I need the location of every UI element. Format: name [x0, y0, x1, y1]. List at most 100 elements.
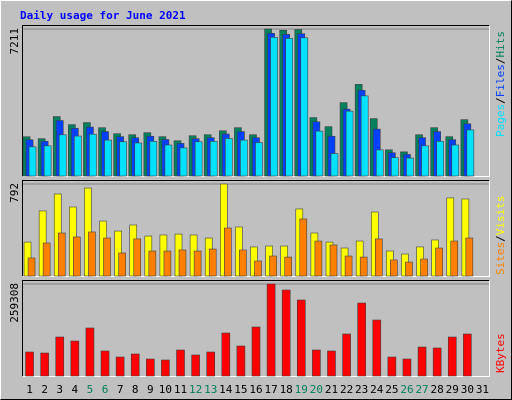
bar — [179, 147, 188, 177]
bar — [28, 146, 37, 177]
bar — [119, 141, 127, 177]
bar — [40, 352, 49, 377]
bar — [240, 139, 248, 177]
bar — [130, 353, 140, 377]
x-tick-label: 27 — [415, 383, 428, 396]
bar — [74, 135, 82, 177]
plot-edge-light — [22, 180, 490, 277]
bar — [191, 354, 200, 377]
x-tick-label: 23 — [355, 383, 368, 396]
bar — [176, 349, 185, 377]
x-tick-label: 21 — [325, 383, 338, 396]
bar — [372, 319, 382, 377]
bar — [225, 138, 233, 177]
legend-entry: Sites — [494, 242, 507, 275]
legend-entry: Visits — [494, 196, 507, 236]
bar — [148, 250, 157, 277]
x-tick-label: 4 — [72, 383, 79, 396]
bar — [461, 198, 470, 277]
bar — [330, 153, 339, 177]
legend-entry: Hits — [494, 31, 507, 58]
bar — [254, 260, 262, 277]
y-tick-label: 7211 — [8, 28, 21, 55]
bar — [251, 326, 261, 377]
bar — [25, 351, 34, 377]
bar — [89, 133, 97, 177]
bar — [327, 350, 336, 377]
bar — [149, 141, 158, 177]
bar — [27, 257, 36, 277]
bar — [435, 247, 443, 277]
legend-separator: / — [494, 58, 507, 65]
bar — [70, 340, 80, 377]
bar — [58, 134, 67, 177]
bar — [161, 359, 170, 377]
bar — [421, 145, 429, 177]
x-tick-label: 26 — [400, 383, 413, 396]
bar — [300, 37, 309, 177]
legend-separator: / — [494, 235, 507, 242]
bar — [193, 250, 202, 277]
x-tick-label: 9 — [147, 383, 154, 396]
x-tick-label: 12 — [189, 383, 202, 396]
x-tick-label: 31 — [476, 383, 489, 396]
bar — [221, 332, 231, 377]
bar — [164, 144, 173, 177]
x-tick-label: 2 — [41, 383, 48, 396]
bar — [417, 346, 427, 377]
bar — [391, 157, 399, 177]
bar — [104, 139, 112, 177]
bar — [450, 240, 459, 277]
bar — [224, 227, 232, 277]
bar — [88, 231, 96, 277]
y-tick-label: 792 — [8, 183, 21, 203]
bar — [134, 142, 143, 177]
bar — [281, 289, 291, 377]
x-tick-label: 5 — [87, 383, 94, 396]
x-tick-label: 17 — [264, 383, 277, 396]
bar — [357, 302, 366, 377]
bar — [266, 283, 276, 377]
bar — [43, 145, 52, 177]
plot-edge-dark — [22, 280, 490, 377]
bar — [270, 37, 278, 177]
x-tick-label: 24 — [370, 383, 384, 396]
bar — [103, 237, 111, 277]
bar — [387, 356, 397, 377]
bar — [178, 249, 187, 277]
x-tick-label: 11 — [174, 383, 187, 396]
bar — [73, 236, 81, 277]
legend-entry: Pages — [494, 104, 507, 137]
bar — [405, 261, 413, 277]
bar — [466, 129, 475, 177]
x-tick-label: 3 — [56, 383, 63, 396]
bar — [299, 218, 308, 277]
bar — [359, 256, 368, 277]
x-tick-label: 19 — [295, 383, 308, 396]
bar — [420, 258, 428, 277]
bar — [342, 333, 351, 377]
bar — [85, 327, 95, 377]
legend: Sites/Visits — [494, 196, 507, 276]
plot-edge-dark — [22, 25, 490, 177]
bar — [436, 141, 444, 177]
x-tick-label: 1 — [26, 383, 33, 396]
bar — [163, 250, 172, 277]
bar — [344, 255, 353, 277]
bar — [100, 350, 110, 377]
bar — [432, 347, 442, 377]
chart-title: Daily usage for June 2021 — [20, 9, 186, 22]
bar — [57, 232, 66, 277]
bar — [239, 249, 247, 277]
x-tick-label: 10 — [159, 383, 172, 396]
bar — [115, 356, 125, 377]
x-tick-label: 25 — [385, 383, 398, 396]
bar — [465, 237, 474, 277]
bar — [374, 238, 383, 277]
bar — [447, 336, 457, 377]
bar — [390, 259, 398, 277]
x-tick-label: 18 — [280, 383, 293, 396]
x-tick-label: 8 — [132, 383, 139, 396]
